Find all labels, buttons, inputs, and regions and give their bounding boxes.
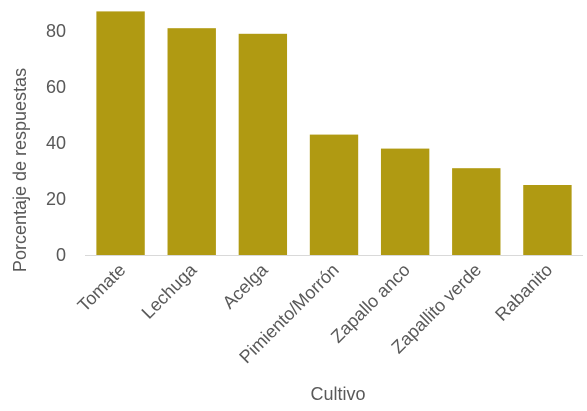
bar-4 — [380, 148, 430, 255]
x-tick-label-2: Acelga — [219, 259, 273, 313]
x-tick-label-6: Rabanito — [491, 260, 556, 325]
y-tick-label-0: 0 — [56, 245, 66, 265]
y-axis-label: Porcentaje de respuestas — [10, 68, 30, 272]
y-tick-label-1: 20 — [46, 189, 66, 209]
bar-1 — [167, 28, 216, 256]
x-axis-label: Cultivo — [310, 384, 365, 404]
y-tick-label-4: 80 — [46, 21, 66, 41]
x-tick-label-1: Lechuga — [138, 259, 202, 323]
y-tick-labels: 0 20 40 60 80 — [46, 21, 66, 265]
bar-3 — [309, 134, 359, 255]
bar-6 — [523, 185, 572, 255]
bars-group — [96, 11, 572, 256]
x-tick-label-0: Tomate — [74, 260, 130, 316]
bar-5 — [452, 168, 501, 255]
y-tick-label-3: 60 — [46, 77, 66, 97]
x-tick-labels: Tomate Lechuga AcelgaPimiento/MorrónZapall… — [74, 259, 557, 367]
bar-2 — [238, 33, 288, 255]
y-tick-label-2: 40 — [46, 133, 66, 153]
bar-0 — [96, 11, 145, 256]
